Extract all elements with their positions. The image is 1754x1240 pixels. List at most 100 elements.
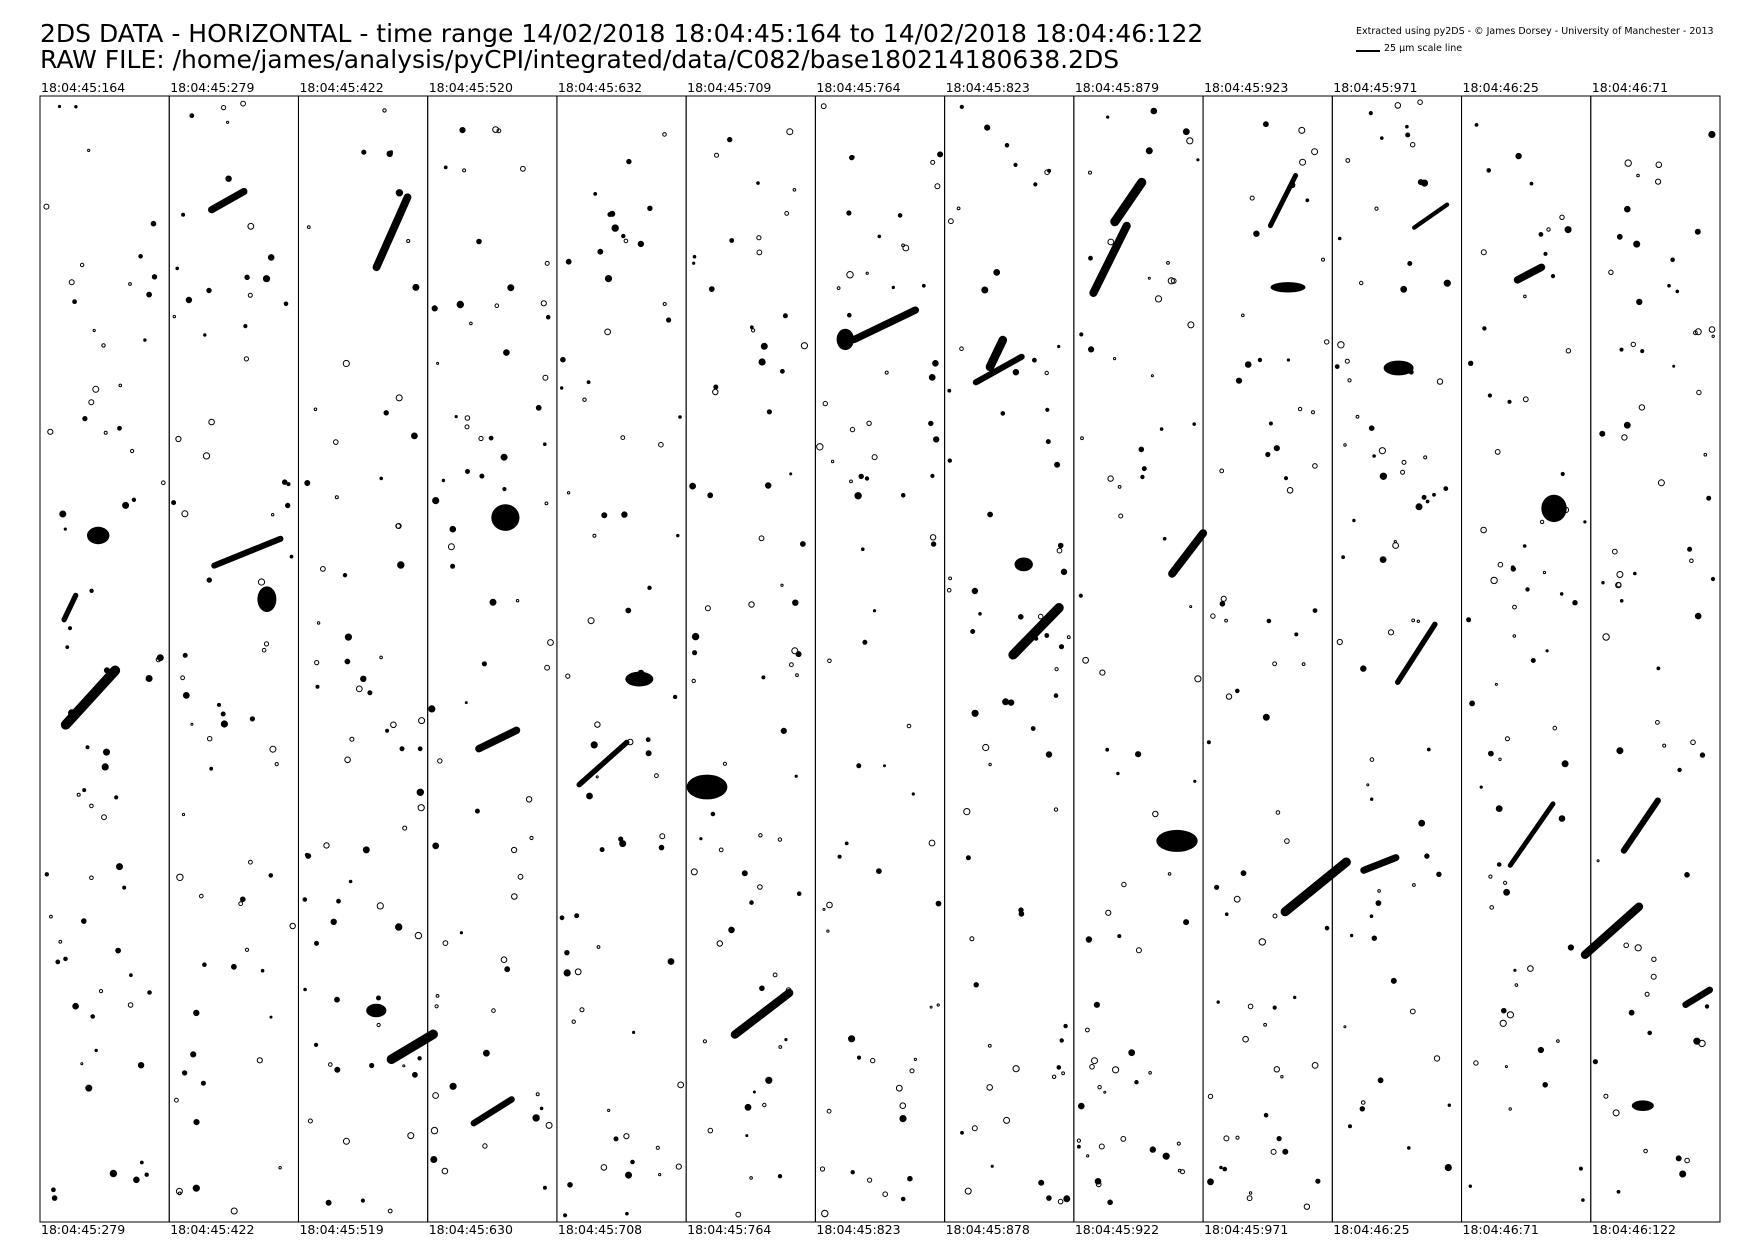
particle-dot — [1159, 427, 1164, 431]
particle-dot — [1400, 469, 1406, 475]
particle-dot — [171, 500, 177, 506]
particle-dot — [1561, 760, 1569, 768]
particle-dot — [1038, 1179, 1045, 1186]
particle-dot — [55, 959, 61, 965]
particle-dot — [607, 1108, 611, 1113]
particle-dot — [1425, 499, 1430, 504]
particle-dot — [202, 452, 211, 460]
particle-dot — [756, 249, 763, 256]
particle-dot — [49, 914, 53, 919]
particle-dot — [1037, 613, 1044, 620]
particle-dot — [1045, 407, 1050, 412]
particle-dot — [1086, 1154, 1090, 1158]
particle-dot — [1112, 1066, 1120, 1074]
particle-dot — [984, 124, 991, 131]
particle-dot — [600, 1164, 608, 1171]
particle-dot — [1405, 124, 1409, 129]
particle-dot — [1280, 1075, 1284, 1079]
particle-dot — [206, 287, 212, 294]
particle-dot — [1417, 179, 1424, 186]
particle-dot — [1473, 1060, 1479, 1066]
particle-dot — [782, 313, 788, 319]
particle-dot — [1223, 1135, 1230, 1142]
particle-dot — [175, 1187, 183, 1195]
particle-dot — [1378, 447, 1387, 455]
particle-dot — [72, 1002, 79, 1010]
particle-dot — [92, 328, 96, 333]
particle-dot — [930, 473, 935, 478]
particle-dot — [630, 1159, 635, 1165]
particle-dot — [1655, 720, 1660, 725]
particle-dot — [1077, 1144, 1081, 1149]
particle-dot — [44, 872, 49, 877]
particle-dot — [1689, 558, 1694, 564]
particle-dot — [1154, 295, 1163, 303]
particle-dot — [1684, 1157, 1690, 1164]
particle-dot — [689, 482, 696, 490]
particle-dot — [596, 945, 601, 949]
particle-dot — [1416, 619, 1421, 623]
particle-dot — [1107, 475, 1114, 482]
credit-text: Extracted using py2DS - © James Dorsey -… — [1356, 26, 1714, 37]
particle-dot — [1284, 838, 1290, 844]
particle-dot — [794, 774, 798, 778]
particle-dot — [1088, 346, 1095, 353]
particle-dot — [789, 662, 794, 668]
particle-dot — [190, 722, 194, 726]
strip-start-time: 18:04:45:632 — [557, 80, 643, 95]
particle-dot — [544, 501, 549, 506]
particle-dot — [929, 534, 937, 541]
particle-dot — [758, 535, 765, 542]
particle-dot — [1135, 947, 1142, 954]
particle-dot — [1359, 280, 1364, 286]
particle-dot — [565, 673, 571, 679]
particle-dot — [901, 243, 905, 248]
particle-dot — [74, 105, 78, 109]
particle-dot — [565, 258, 572, 265]
particle-dot — [928, 839, 936, 847]
particle-dot — [1488, 750, 1494, 757]
particle-dot — [1080, 436, 1084, 441]
particle-dot — [1018, 907, 1024, 913]
particle-dot — [1053, 693, 1059, 698]
particle-dot — [1079, 332, 1084, 337]
particle-dot — [1057, 1198, 1064, 1205]
particle-dot — [1106, 115, 1110, 119]
crystal-image — [730, 988, 794, 1039]
particle-dot — [1177, 1168, 1182, 1173]
particle-dot — [449, 525, 457, 533]
particle-dot — [844, 841, 849, 846]
particle-dot — [200, 1080, 206, 1086]
particle-dot — [1380, 136, 1384, 140]
particle-dot — [1113, 357, 1117, 361]
particle-dot — [819, 1166, 826, 1172]
particle-dot — [604, 275, 613, 283]
particle-dot — [1394, 102, 1402, 109]
particle-dot — [376, 902, 384, 910]
particle-dot — [645, 750, 652, 757]
particle-dot — [464, 424, 470, 430]
particle-dot — [795, 651, 802, 658]
particle-dot — [465, 469, 470, 474]
particle-dot — [1443, 486, 1449, 492]
particle-dot — [1033, 182, 1038, 187]
particle-dot — [1360, 665, 1367, 672]
particle-dot — [1486, 168, 1491, 173]
particle-dot — [547, 639, 554, 646]
particle-dot — [407, 1132, 415, 1140]
strip-start-time: 18:04:45:879 — [1074, 80, 1160, 95]
particle-dot — [1474, 123, 1479, 127]
particle-dot — [489, 598, 497, 606]
particle-dot — [595, 775, 599, 779]
particle-dot — [81, 918, 87, 924]
particle-dot — [402, 1064, 406, 1068]
particle-dot — [1349, 933, 1354, 938]
particle-dot — [1053, 807, 1059, 812]
particle-dot — [67, 626, 73, 631]
particle-dot — [386, 150, 393, 158]
particle-dot — [826, 929, 830, 933]
aggregate-particle — [1541, 494, 1567, 523]
particle-dot — [122, 885, 127, 890]
particle-dot — [180, 675, 186, 681]
